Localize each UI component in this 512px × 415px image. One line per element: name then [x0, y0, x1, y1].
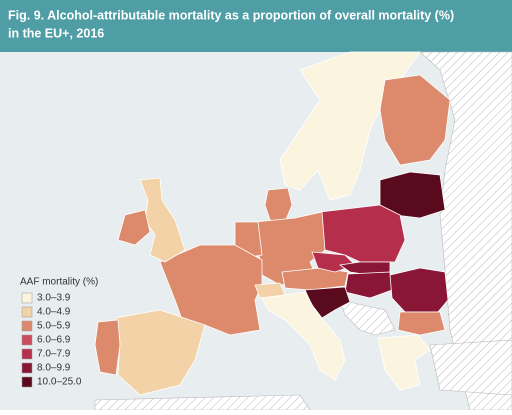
legend-label: 5.0–5.9 — [37, 321, 71, 332]
legend-label: 4.0–4.9 — [37, 307, 71, 318]
legend-label: 8.0–9.9 — [37, 363, 71, 374]
legend-title: AAF mortality (%) — [20, 277, 98, 288]
country — [377, 334, 431, 391]
country — [397, 311, 446, 336]
title-bar — [0, 0, 512, 52]
country — [379, 74, 451, 166]
legend-swatch — [21, 292, 33, 304]
country — [94, 319, 121, 376]
title-line: Fig. 9. Alcohol-attributable mortality a… — [8, 8, 454, 22]
non-eu — [94, 51, 512, 411]
legend-swatch — [21, 376, 33, 388]
title-line: in the EU+, 2016 — [8, 26, 104, 40]
legend-label: 10.0–25.0 — [37, 377, 82, 388]
country — [319, 204, 406, 263]
legend-swatch — [21, 334, 33, 346]
legend-swatch — [21, 320, 33, 332]
countries — [94, 51, 451, 396]
country — [261, 291, 346, 381]
legend-label: 3.0–3.9 — [37, 293, 71, 304]
country — [117, 209, 151, 246]
legend-label: 6.0–6.9 — [37, 335, 71, 346]
legend-swatch — [21, 348, 33, 360]
legend-label: 7.0–7.9 — [37, 349, 71, 360]
legend: AAF mortality (%) 3.0–3.9 4.0–4.9 5.0–5.9 6… — [20, 277, 98, 388]
country — [389, 267, 449, 313]
legend-swatch — [21, 306, 33, 318]
legend-swatch — [21, 362, 33, 374]
